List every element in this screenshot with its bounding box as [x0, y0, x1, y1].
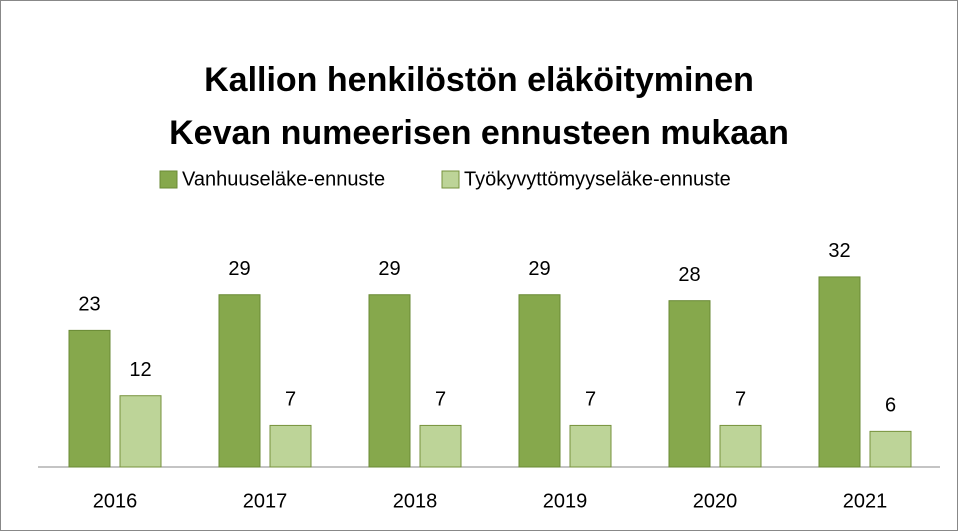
bar	[518, 294, 561, 468]
x-tick-label: 2019	[543, 490, 588, 512]
bar	[218, 294, 261, 468]
data-label: 32	[828, 240, 850, 262]
chart-title: Kallion henkilöstön eläköityminen	[204, 61, 754, 99]
data-label: 7	[285, 389, 296, 411]
bar	[119, 395, 162, 468]
bar	[569, 424, 612, 468]
data-label: 29	[528, 258, 550, 280]
x-tick-label: 2021	[843, 490, 888, 512]
data-label: 29	[228, 258, 250, 280]
bar	[419, 424, 462, 468]
bar	[869, 430, 912, 468]
x-tick-label: 2020	[693, 490, 738, 512]
x-tick-label: 2018	[393, 490, 438, 512]
legend-swatch	[441, 170, 460, 189]
data-label: 23	[78, 294, 100, 316]
data-label: 29	[378, 258, 400, 280]
x-tick-label: 2016	[93, 490, 138, 512]
bar	[269, 424, 312, 468]
bar	[719, 424, 762, 468]
bar	[668, 300, 711, 468]
data-label: 7	[735, 389, 746, 411]
data-label: 28	[678, 264, 700, 286]
chart-title: Kevan numeerisen ennusteen mukaan	[169, 114, 789, 152]
data-label: 7	[585, 389, 596, 411]
data-label: 6	[885, 395, 896, 417]
legend-label: Vanhuuseläke-ennuste	[182, 168, 385, 190]
x-tick-label: 2017	[243, 490, 288, 512]
bar	[68, 329, 111, 468]
legend-label: Työkyvyttömyyseläke-ennuste	[464, 168, 731, 190]
data-label: 12	[129, 359, 151, 381]
bar	[368, 294, 411, 468]
data-label: 7	[435, 389, 446, 411]
bar	[818, 276, 861, 468]
legend-swatch	[159, 170, 178, 189]
